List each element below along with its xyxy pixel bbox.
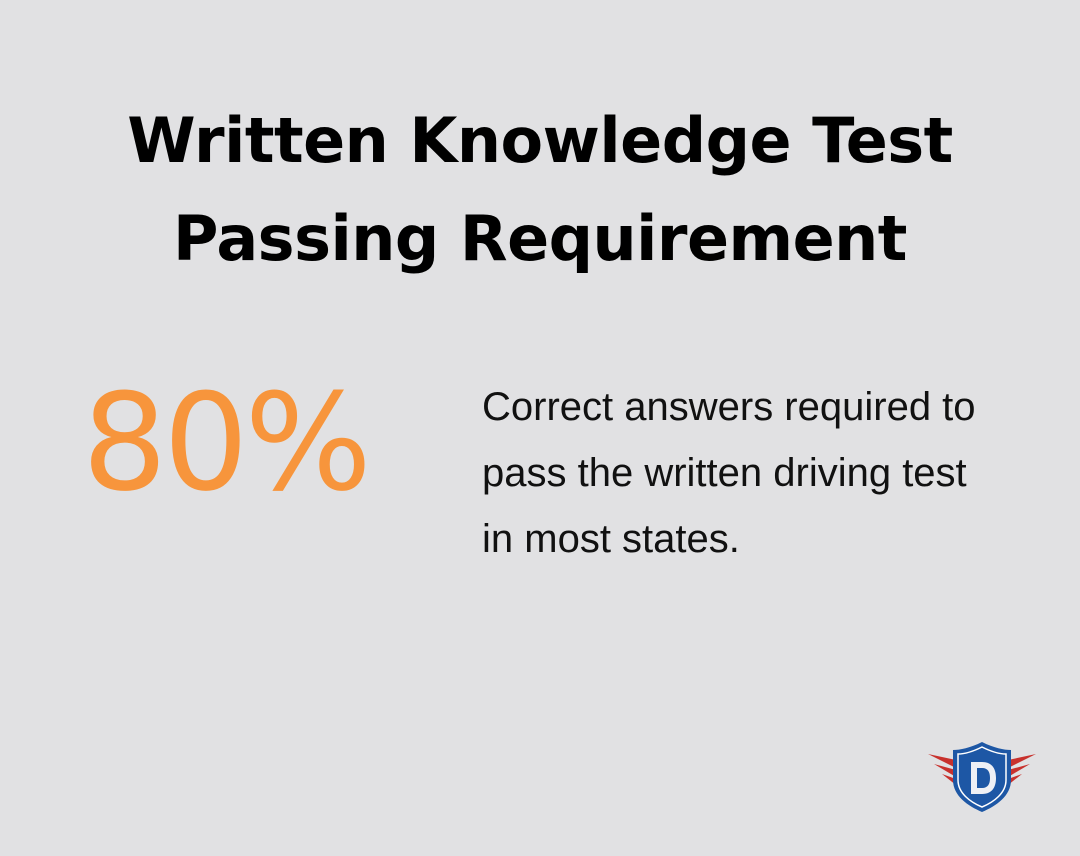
title-line-1: Written Knowledge Test: [127, 104, 953, 177]
shield-wings-logo-icon: [926, 740, 1038, 814]
page-title: Written Knowledge Test Passing Requireme…: [0, 92, 1080, 288]
stat-value: 80%: [82, 365, 372, 521]
title-line-2: Passing Requirement: [173, 202, 907, 275]
stat-description: Correct answers required to pass the wri…: [482, 385, 976, 561]
